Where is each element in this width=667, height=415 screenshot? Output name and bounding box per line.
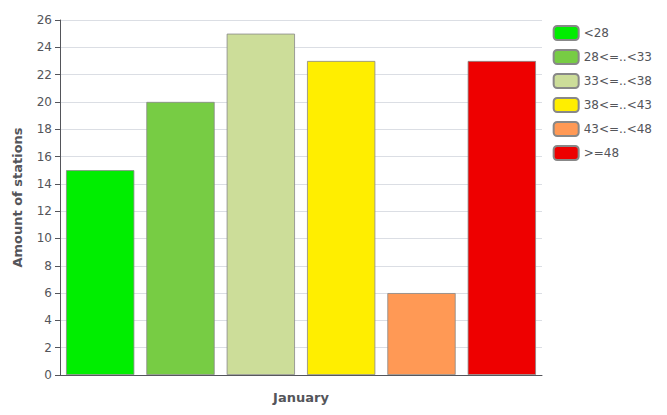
svg-text:16: 16 <box>37 150 52 164</box>
svg-text:24: 24 <box>37 40 52 54</box>
svg-text:Amount of stations: Amount of stations <box>10 127 25 267</box>
svg-text:14: 14 <box>37 177 52 191</box>
svg-text:2: 2 <box>44 341 52 355</box>
svg-text:<28: <28 <box>584 26 609 40</box>
svg-text:43<=..<48: 43<=..<48 <box>584 122 652 136</box>
svg-text:12: 12 <box>37 204 52 218</box>
svg-text:8: 8 <box>44 259 52 273</box>
svg-text:January: January <box>272 390 329 405</box>
svg-text:18: 18 <box>37 122 52 136</box>
svg-text:33<=..<38: 33<=..<38 <box>584 74 652 88</box>
svg-text:28<=..<33: 28<=..<33 <box>584 50 652 64</box>
svg-text:>=48: >=48 <box>584 146 619 160</box>
svg-text:38<=..<43: 38<=..<43 <box>584 98 652 112</box>
svg-text:20: 20 <box>37 95 52 109</box>
svg-text:26: 26 <box>37 13 52 27</box>
svg-text:6: 6 <box>44 286 52 300</box>
svg-text:10: 10 <box>37 231 52 245</box>
svg-text:4: 4 <box>44 313 52 327</box>
svg-text:0: 0 <box>44 368 52 382</box>
svg-text:22: 22 <box>37 68 52 82</box>
